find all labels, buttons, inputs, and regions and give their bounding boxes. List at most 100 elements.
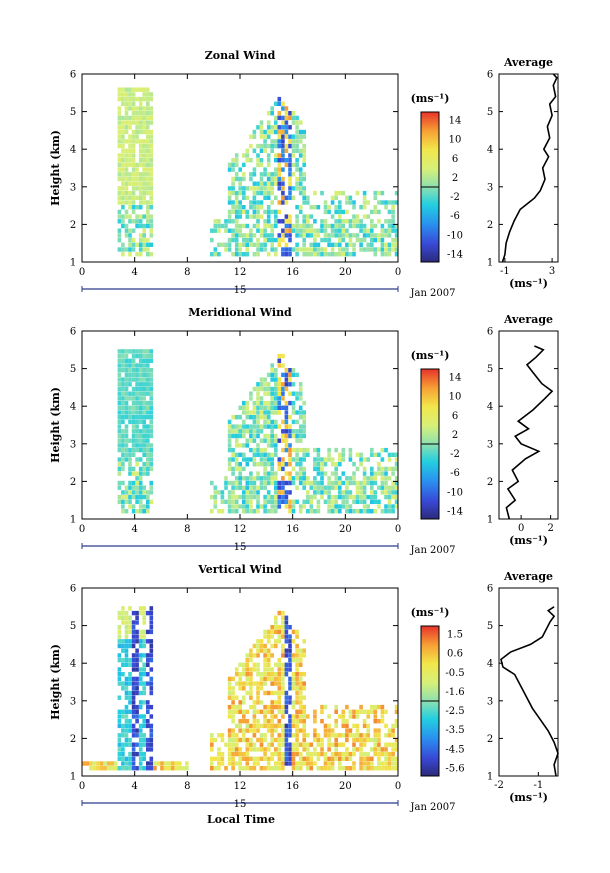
colorbar-tick-label: -2	[450, 449, 460, 460]
date-day-label: 15	[234, 542, 247, 553]
x-tick-label: 12	[234, 267, 247, 278]
date-day-label: 15	[234, 799, 247, 810]
x-tick-label: 0	[395, 524, 401, 535]
heatmap-cells	[117, 87, 399, 257]
x-tick-label: 20	[339, 781, 352, 792]
y-tick-label: 3	[70, 696, 76, 707]
colorbar-tick-label: 14	[449, 373, 462, 384]
profile-x-tick-label: 0	[518, 523, 524, 534]
panel-title: Vertical Wind	[197, 563, 282, 576]
colorbar-tick-label: -5.6	[445, 764, 464, 775]
profile-y-tick-label: 6	[487, 584, 493, 595]
date-month-label: Jan 2007	[409, 802, 455, 813]
profile-y-tick-label: 6	[487, 327, 493, 338]
colorbar-tick-label: 2	[452, 430, 458, 441]
x-tick-label: 12	[234, 524, 247, 535]
x-tick-label: 0	[395, 781, 401, 792]
colorbar-tick-label: 1.5	[447, 630, 463, 641]
profile-line	[501, 73, 558, 263]
colorbar-tick-label: -14	[447, 250, 463, 261]
colorbar-tick-label: 10	[449, 135, 462, 146]
profile-frame	[498, 73, 559, 263]
colorbar-tick-label: -2.5	[445, 706, 464, 717]
local-time-label: Local Time	[207, 813, 275, 826]
profile-title: Average	[503, 56, 553, 69]
heatmap-cells	[82, 606, 399, 771]
y-tick-label: 6	[70, 327, 76, 338]
y-axis-label: Height (km)	[49, 387, 62, 463]
colorbar-tick-label: 2	[452, 173, 458, 184]
panel-title: Meridional Wind	[188, 306, 292, 319]
profile-frame	[498, 330, 559, 520]
colorbar-tick-label: -6	[450, 211, 460, 222]
colorbar-tick-label: -2	[450, 192, 460, 203]
x-tick-label: 0	[79, 524, 85, 535]
x-tick-label: 8	[184, 781, 190, 792]
y-tick-label: 2	[70, 477, 76, 488]
profile-x-tick-label: -1	[500, 266, 510, 277]
colorbar-tick-label: 0.6	[447, 649, 463, 660]
profile-y-tick-label: 5	[487, 621, 493, 632]
y-tick-label: 4	[70, 145, 76, 156]
heatmap-cells	[117, 349, 399, 514]
profile-y-tick-label: 2	[487, 477, 493, 488]
colorbar-tick-label: -6	[450, 468, 460, 479]
profile-y-tick-label: 3	[487, 439, 493, 450]
average-profile: Average 1 2 3 4 5 6 -2 -1(ms⁻¹)	[487, 570, 559, 804]
y-tick-label: 6	[70, 70, 76, 81]
x-tick-label: 16	[286, 267, 299, 278]
profile-title: Average	[503, 313, 553, 326]
y-tick-label: 1	[70, 258, 76, 269]
profile-y-tick-label: 2	[487, 734, 493, 745]
y-tick-label: 4	[70, 659, 76, 670]
colorbar-tick-label: -0.5	[445, 668, 464, 679]
date-month-label: Jan 2007	[409, 288, 455, 299]
y-tick-label: 5	[70, 621, 76, 632]
y-tick-label: 5	[70, 364, 76, 375]
profile-y-tick-label: 3	[487, 182, 493, 193]
colorbar-unit-label: (ms⁻¹)	[411, 349, 450, 362]
profile-y-tick-label: 1	[487, 258, 493, 269]
x-tick-label: 8	[184, 524, 190, 535]
x-tick-label: 20	[339, 267, 352, 278]
profile-title: Average	[503, 570, 553, 583]
date-day-label: 15	[234, 285, 247, 296]
y-tick-label: 5	[70, 107, 76, 118]
profile-y-tick-label: 3	[487, 696, 493, 707]
profile-y-tick-label: 1	[487, 515, 493, 526]
profile-x-tick-label: 2	[547, 523, 553, 534]
y-axis-label: Height (km)	[49, 130, 62, 206]
profile-x-tick-label: -2	[494, 780, 504, 791]
colorbar-tick-label: -3.5	[445, 725, 464, 736]
x-tick-label: 12	[234, 781, 247, 792]
colorbar-tick-label: 14	[449, 116, 462, 127]
profile-y-tick-label: 5	[487, 107, 493, 118]
colorbar-tick-label: -10	[447, 230, 463, 241]
profile-y-tick-label: 5	[487, 364, 493, 375]
x-tick-label: 0	[79, 781, 85, 792]
y-tick-label: 1	[70, 515, 76, 526]
profile-frame	[498, 587, 559, 777]
y-tick-label: 6	[70, 584, 76, 595]
profile-line	[500, 606, 559, 777]
y-tick-label: 4	[70, 402, 76, 413]
x-tick-label: 4	[131, 781, 137, 792]
profile-x-label: (ms⁻¹)	[509, 534, 548, 547]
profile-y-tick-label: 4	[487, 145, 493, 156]
profile-y-tick-label: 6	[487, 70, 493, 81]
x-tick-label: 4	[131, 267, 137, 278]
profile-y-tick-label: 2	[487, 220, 493, 231]
profile-x-label: (ms⁻¹)	[509, 277, 548, 290]
date-month-label: Jan 2007	[409, 545, 455, 556]
x-tick-label: 0	[395, 267, 401, 278]
x-tick-label: 16	[286, 781, 299, 792]
profile-y-tick-label: 1	[487, 772, 493, 783]
x-tick-label: 20	[339, 524, 352, 535]
x-tick-label: 16	[286, 524, 299, 535]
colorbar-unit-label: (ms⁻¹)	[411, 92, 450, 105]
profile-x-label: (ms⁻¹)	[509, 791, 548, 804]
